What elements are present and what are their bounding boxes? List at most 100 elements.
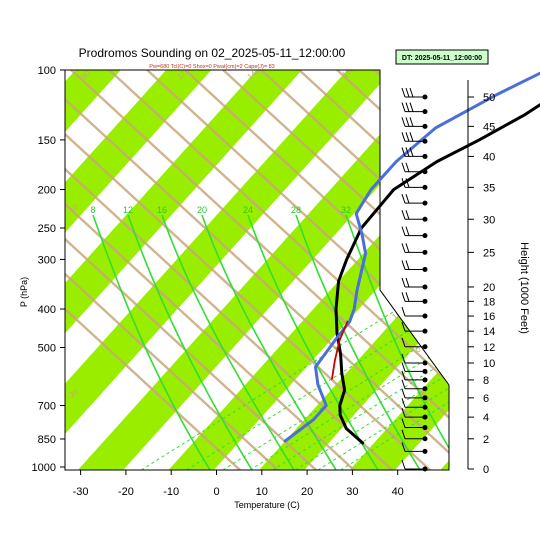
dt-badge-label: DT: 2025-05-11_12:00:00	[402, 55, 482, 62]
isotherm-band	[531, 70, 540, 470]
wind-barb-flag	[405, 292, 410, 302]
wind-barb-flag	[401, 194, 406, 204]
wind-barb-flag	[401, 418, 406, 428]
height-tick-label: 30	[483, 214, 495, 226]
wind-barb-flag	[401, 370, 406, 381]
wind-barb-flag	[409, 147, 414, 157]
dry-adiabat	[65, 70, 449, 470]
wind-barb-flag	[401, 132, 406, 142]
wind-barb-flag	[401, 322, 406, 332]
wind-barb-flag	[409, 132, 414, 142]
temperature-tick-label: 20	[301, 486, 313, 498]
wind-barb-flag	[405, 102, 410, 112]
moist-adiabat-label: 16	[157, 205, 167, 215]
moist-adiabat	[345, 214, 449, 470]
height-tick-label: 4	[483, 412, 489, 424]
moist-adiabat	[295, 214, 421, 470]
temperature-tick-label: 40	[392, 486, 404, 498]
wind-barb-flag	[405, 260, 410, 270]
dry-adiabat-label: 80	[80, 69, 93, 82]
pressure-tick-label: 850	[38, 434, 56, 446]
wind-barb-flag	[409, 87, 414, 98]
height-tick-label: 8	[483, 375, 489, 387]
wind-barb-flag	[401, 379, 406, 389]
isotherm-band	[168, 70, 449, 470]
wind-barb-flag	[405, 277, 410, 288]
wind-barb-flag	[401, 102, 406, 112]
wind-barb-flag	[401, 306, 406, 317]
height-tick-label: 10	[483, 358, 495, 370]
dt-badge-box	[395, 49, 489, 65]
dry-adiabat	[65, 70, 339, 470]
height-tick-label: 0	[483, 464, 489, 476]
y-axis-label: P (hPa)	[19, 277, 29, 307]
moist-adiabat-label: 28	[291, 205, 301, 215]
moist-adiabat-label: 8	[90, 205, 95, 215]
height-tick-label: 12	[483, 342, 495, 354]
isotherm-band	[65, 70, 393, 470]
wind-barb-flag	[401, 87, 406, 98]
temperature-tick-label: 10	[256, 486, 268, 498]
isotherm-band	[65, 70, 212, 470]
wind-barb-flag	[401, 277, 406, 288]
mixing-ratio-line	[141, 299, 413, 470]
pressure-tick-label: 200	[38, 185, 56, 197]
wind-barb-flag	[405, 178, 410, 188]
height-tick-label: 45	[483, 121, 495, 133]
wind-barb-flag	[405, 243, 410, 253]
pressure-tick-label: 1000	[32, 462, 56, 474]
wind-barb-flag	[405, 132, 410, 142]
height-tick-label: 40	[483, 151, 495, 163]
pressure-tick-label: 250	[38, 223, 56, 235]
height-tick-label: 25	[483, 247, 495, 259]
wind-barb-flag	[401, 260, 406, 270]
temperature-line	[334, 103, 540, 445]
temperature-tick-label: -10	[163, 486, 179, 498]
moist-adiabat	[161, 214, 295, 470]
wind-barb-flag	[401, 162, 406, 172]
dry-adiabat-label: 20	[381, 269, 394, 282]
isotherm-band	[0, 70, 30, 470]
pressure-tick-label: 500	[38, 342, 56, 354]
wind-barb-flag	[401, 210, 406, 220]
wind-barb-flag	[401, 407, 406, 418]
temperature-tick-label: 0	[213, 486, 219, 498]
dry-adiabat-label: 160	[341, 64, 357, 80]
dt-badge: DT: 2025-05-11_12:00:00	[395, 49, 489, 65]
moist-adiabat	[247, 214, 379, 470]
height-tick-label: 6	[483, 393, 489, 405]
wind-barb-flag	[401, 362, 406, 372]
dry-adiabat	[195, 70, 449, 470]
height-tick-label: 2	[483, 434, 489, 446]
wind-barb-flag	[401, 398, 406, 408]
dry-adiabat	[233, 70, 449, 470]
temperature-tick-label: -20	[118, 486, 134, 498]
wind-barb-flag	[405, 226, 410, 236]
dry-adiabat	[65, 70, 449, 470]
dry-adiabat-label: 0	[414, 344, 424, 354]
wind-barb-flag	[401, 147, 406, 157]
moist-adiabat-label: 32	[341, 205, 351, 215]
chart-subtitle: Pw=680 Tcl(C)=0 Shox=0 Pwat(cm)=2 Cape(J…	[149, 64, 274, 70]
plot-frame	[64, 69, 450, 471]
dry-adiabat-label: 30	[381, 217, 394, 230]
wind-barb-flag	[401, 459, 406, 470]
wind-barbs	[401, 87, 428, 472]
moist-adiabat-label: 20	[197, 205, 207, 215]
pressure-tick-label: 400	[38, 304, 56, 316]
height-tick-label: 20	[483, 282, 495, 294]
wind-barb-flag	[401, 292, 406, 302]
height-tick-label: 16	[483, 311, 495, 323]
dry-adiabat	[65, 70, 449, 470]
height-tick-label: 35	[483, 182, 495, 194]
dry-adiabat	[65, 70, 377, 470]
wind-barb-flag	[401, 117, 406, 127]
temperature-tick-label: 30	[346, 486, 358, 498]
dry-adiabat	[65, 70, 449, 470]
wind-barb-flag	[405, 210, 410, 220]
x-axis-label: Temperature (C)	[234, 500, 300, 510]
